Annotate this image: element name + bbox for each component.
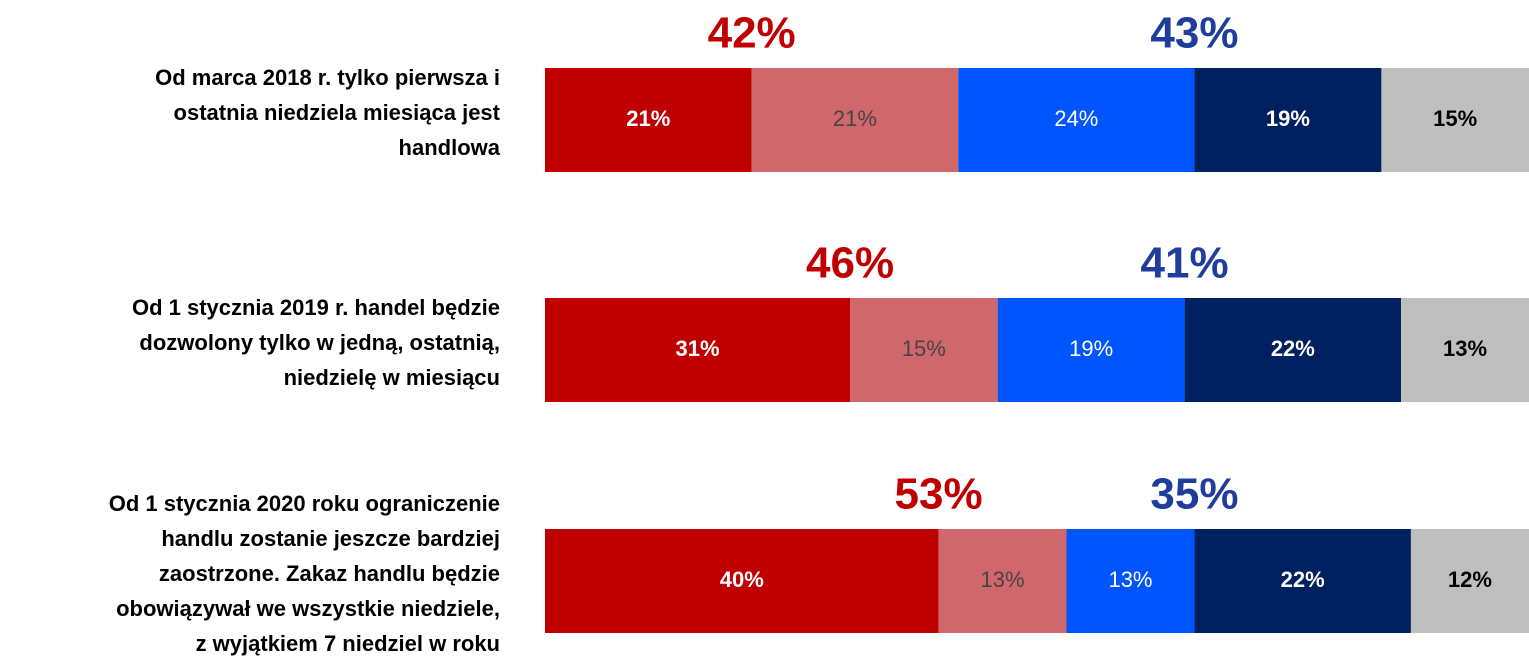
category-label: Od marca 2018 r. tylko pierwsza i <box>155 65 500 90</box>
bar-segment <box>1381 68 1529 172</box>
value-label: 13% <box>981 567 1025 592</box>
category-label: Od 1 stycznia 2020 roku ograniczenie <box>109 491 500 516</box>
bar-segment <box>1194 68 1382 172</box>
group-total: 53% <box>895 470 983 519</box>
bar-segment <box>958 68 1195 172</box>
bar-segment <box>545 529 939 633</box>
value-label: 12% <box>1448 567 1492 592</box>
bar-segment <box>751 68 959 172</box>
category-label: handlu zostanie jeszcze bardziej <box>161 526 500 551</box>
value-label: 22% <box>1271 336 1315 361</box>
category-label: z wyjątkiem 7 niedziel w roku <box>196 631 500 656</box>
value-label: 13% <box>1443 336 1487 361</box>
bar-segment <box>545 298 851 402</box>
category-label: ostatnia niedziela miesiąca jest <box>174 100 501 125</box>
value-label: 19% <box>1069 336 1113 361</box>
category-label: Od 1 stycznia 2019 r. handel będzie <box>132 295 500 320</box>
bar-segment <box>938 529 1067 633</box>
category-label: dozwolony tylko w jedną, ostatnią, <box>139 330 500 355</box>
bar-segment <box>850 298 998 402</box>
category-label: obowiązywał we wszystkie niedziele, <box>116 596 500 621</box>
value-label: 21% <box>833 106 877 131</box>
value-label: 19% <box>1266 106 1310 131</box>
bar-segment <box>1066 529 1195 633</box>
value-label: 24% <box>1054 106 1098 131</box>
category-label: handlowa <box>399 135 501 160</box>
bar-segment <box>545 68 752 172</box>
group-total: 41% <box>1141 239 1229 288</box>
value-label: 40% <box>720 567 764 592</box>
value-label: 22% <box>1281 567 1325 592</box>
value-label: 13% <box>1108 567 1152 592</box>
value-label: 15% <box>902 336 946 361</box>
value-label: 21% <box>626 106 670 131</box>
bar-segment <box>1401 298 1529 402</box>
group-total: 42% <box>708 9 796 58</box>
group-total: 43% <box>1150 9 1238 58</box>
bar-segment <box>1184 298 1402 402</box>
value-label: 15% <box>1433 106 1477 131</box>
category-label: zaostrzone. Zakaz handlu będzie <box>159 561 500 586</box>
category-label: niedzielę w miesiącu <box>284 365 500 390</box>
bar-segment <box>1410 529 1529 633</box>
group-total: 46% <box>806 239 894 288</box>
bar-segment <box>1194 529 1411 633</box>
group-total: 35% <box>1150 470 1238 519</box>
bar-segment <box>997 298 1185 402</box>
value-label: 31% <box>675 336 719 361</box>
